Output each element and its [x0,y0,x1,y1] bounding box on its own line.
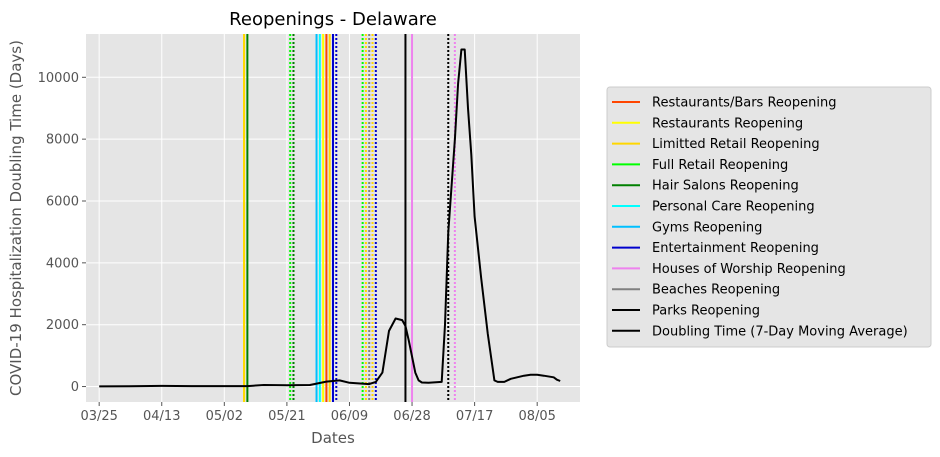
legend-label: Doubling Time (7-Day Moving Average) [652,324,908,339]
reopening-lines [243,34,456,402]
plot-area [86,34,580,402]
y-tick-label: 6000 [46,194,79,209]
legend-label: Personal Care Reopening [652,200,815,215]
legend-label: Houses of Worship Reopening [652,262,846,277]
y-tick-label: 10000 [38,71,79,86]
y-tick-label: 4000 [46,256,79,271]
legend-label: Beaches Reopening [652,283,780,298]
legend-label: Restaurants/Bars Reopening [652,96,836,111]
legend-box [606,86,932,348]
y-axis-label: COVID-19 Hospitalization Doubling Time (… [7,40,25,396]
legend-label: Restaurants Reopening [652,116,803,131]
y-tick-label: 0 [71,380,79,395]
legend-label: Limitted Retail Reopening [652,137,820,152]
legend-label: Hair Salons Reopening [652,179,799,194]
x-tick-label: 06/09 [331,409,368,424]
legend-label: Entertainment Reopening [652,241,819,256]
doubling-time-line [99,48,561,388]
legend-label: Gyms Reopening [652,220,762,235]
x-tick-label: 05/02 [206,409,243,424]
x-tick-label: 04/13 [143,409,180,424]
x-axis-label: Dates [311,429,355,447]
legend: Restaurants/Bars Reopening Restaurants Re… [606,86,932,348]
y-tick-label: 2000 [46,318,79,333]
y-tick-label: 8000 [46,133,79,148]
series-lines [99,48,561,388]
y-ticks: 0 2000 4000 6000 8000 10000 [38,71,86,395]
x-tick-label: 08/05 [518,409,555,424]
chart-title: Reopenings - Delaware [229,9,437,30]
x-tick-label: 06/28 [393,409,430,424]
x-tick-label: 07/17 [456,409,493,424]
x-ticks: 03/25 04/13 05/02 05/21 06/09 06/28 07/17 08/05 [80,402,556,424]
x-tick-label: 05/21 [268,409,305,424]
legend-label: Parks Reopening [652,304,760,319]
x-tick-label: 03/25 [80,409,117,424]
legend-label: Full Retail Reopening [652,158,788,173]
